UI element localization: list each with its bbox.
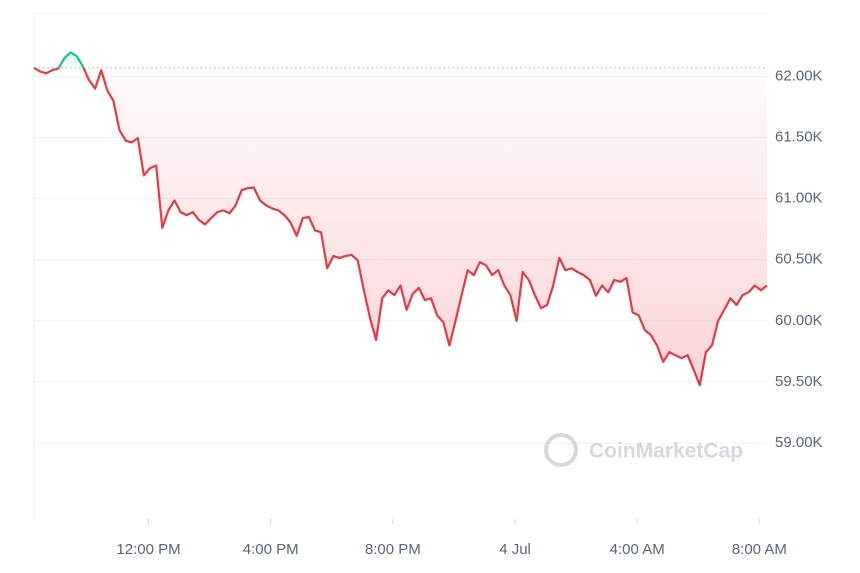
y-tick-label: 60.50K — [775, 251, 823, 268]
area-fill — [34, 52, 767, 386]
y-tick-label: 61.00K — [775, 190, 823, 207]
watermark-text: CoinMarketCap — [589, 440, 743, 463]
y-tick-label: 59.00K — [775, 434, 823, 451]
x-tick-label: 8:00 AM — [732, 541, 787, 558]
x-tick-label: 4:00 AM — [610, 541, 665, 558]
watermark: CoinMarketCap — [544, 433, 743, 467]
price-line — [33, 51, 768, 387]
y-tick-label: 59.50K — [775, 373, 823, 390]
y-tick-label: 62.00K — [775, 67, 823, 84]
watermark-logo — [544, 433, 578, 467]
y-tick-label: 60.00K — [775, 312, 823, 329]
y-tick-label: 61.50K — [775, 128, 823, 145]
x-tick-label: 4:00 PM — [243, 541, 299, 558]
x-tick-label: 8:00 PM — [365, 541, 421, 558]
x-tick-label: 12:00 PM — [116, 541, 180, 558]
x-tick-label: 4 Jul — [499, 541, 531, 558]
